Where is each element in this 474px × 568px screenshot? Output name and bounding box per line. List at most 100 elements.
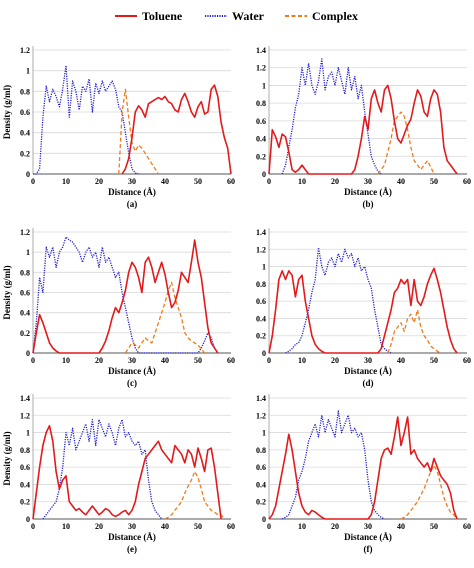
y-tick-label: 1 [26, 429, 30, 438]
series-line-toluene [32, 239, 219, 354]
x-tick-label: 50 [194, 177, 202, 186]
x-tick-label: 30 [128, 177, 136, 186]
series-line-water [32, 236, 219, 354]
x-tick-label: 50 [194, 522, 202, 531]
series-line-water [42, 418, 163, 520]
x-tick-label: 40 [161, 177, 169, 186]
chart-legend: Toluene Water Complex [115, 9, 358, 23]
y-tick-label: 0.8 [20, 268, 30, 277]
panel-label: (e) [127, 544, 137, 554]
y-tick-label: 0.2 [20, 329, 30, 338]
legend-item-toluene: Toluene [115, 9, 183, 23]
x-tick-label: 30 [364, 356, 372, 365]
y-tick-label: 1.4 [256, 394, 266, 403]
y-tick-label: 0 [262, 349, 266, 358]
x-tick-label: 0 [267, 522, 271, 531]
panel-4: 0 0.2 0.4 0.6 0.8 1 1.2 1.4 0 10 20 30 40 50 60 Distanc… [2, 394, 235, 554]
panel-label: (d) [363, 378, 374, 388]
series-line-toluene [32, 424, 222, 520]
x-axis-title: Distance (Å) [108, 366, 156, 376]
y-tick-label: 0.6 [256, 297, 266, 306]
y-tick-label: 1 [262, 263, 266, 272]
x-tick-label: 10 [298, 522, 306, 531]
x-tick-label: 50 [194, 356, 202, 365]
x-tick-label: 60 [463, 522, 471, 531]
x-tick-label: 0 [267, 356, 271, 365]
x-axis-title: Distance (Å) [344, 366, 392, 376]
legend-item-water: Water [205, 9, 265, 23]
series-line-toluene [268, 267, 458, 354]
x-tick-label: 20 [331, 177, 339, 186]
x-axis-title: Distance (Å) [108, 187, 156, 197]
legend-label-water: Water [232, 9, 265, 23]
y-tick-label: 1.2 [20, 46, 30, 55]
legend-label-toluene: Toluene [142, 9, 183, 23]
panel-0: 0 0.2 0.4 0.6 0.8 1 1.2 0 10 20 30 40 50 60 Distance (… [2, 46, 235, 209]
x-tick-label: 60 [227, 356, 235, 365]
x-tick-label: 0 [31, 177, 35, 186]
y-tick-label: 0.4 [256, 314, 266, 323]
x-tick-label: 20 [95, 522, 103, 531]
series-line-complex [377, 111, 435, 175]
x-tick-label: 10 [62, 177, 70, 186]
y-tick-label: 0.4 [20, 480, 30, 489]
series-line-toluene [268, 84, 458, 175]
y-axis-title: Density (g/ml) [2, 265, 12, 319]
y-axis-title: Density (g/ml) [2, 85, 12, 139]
x-tick-label: 10 [298, 177, 306, 186]
y-tick-label: 1 [26, 248, 30, 257]
y-tick-label: 0.2 [256, 332, 266, 341]
series-line-complex [124, 281, 206, 354]
panel-1: 0 0.2 0.4 0.6 0.8 1 1.2 1.4 0 10 20 30 40 50 60 Distanc… [256, 46, 471, 209]
y-tick-label: 0.4 [256, 480, 266, 489]
y-tick-label: 1.2 [256, 245, 266, 254]
y-tick-label: 0.6 [20, 463, 30, 472]
y-tick-label: 0.8 [256, 446, 266, 455]
y-tick-label: 1 [262, 81, 266, 90]
y-tick-label: 0.8 [20, 446, 30, 455]
x-tick-label: 40 [397, 177, 405, 186]
panel-label: (f) [364, 544, 373, 554]
y-tick-label: 1.2 [256, 64, 266, 73]
y-tick-label: 1 [262, 429, 266, 438]
x-tick-label: 30 [128, 356, 136, 365]
x-tick-label: 60 [227, 522, 235, 531]
x-tick-label: 30 [364, 177, 372, 186]
y-tick-label: 0.6 [256, 463, 266, 472]
x-tick-label: 20 [95, 177, 103, 186]
y-tick-label: 0.6 [20, 108, 30, 117]
y-tick-label: 0.2 [20, 498, 30, 507]
series-line-toluene [268, 416, 458, 520]
panel-3: 0 0.2 0.4 0.6 0.8 1 1.2 1.4 0 10 20 30 40 50 60 Distanc… [256, 228, 471, 388]
y-tick-label: 0.8 [256, 99, 266, 108]
series-line-water [281, 410, 385, 520]
x-tick-label: 10 [62, 356, 70, 365]
y-tick-label: 0.2 [256, 498, 266, 507]
y-tick-label: 1.4 [20, 394, 30, 403]
x-tick-label: 40 [397, 522, 405, 531]
series-line-complex [164, 470, 225, 520]
x-tick-label: 30 [364, 522, 372, 531]
y-tick-label: 1 [26, 67, 30, 76]
x-tick-label: 40 [161, 522, 169, 531]
y-tick-label: 0.8 [20, 87, 30, 96]
y-tick-label: 0.8 [256, 280, 266, 289]
x-tick-label: 0 [31, 356, 35, 365]
y-tick-label: 0.2 [20, 149, 30, 158]
legend-label-complex: Complex [312, 9, 358, 23]
x-tick-label: 10 [298, 356, 306, 365]
y-tick-label: 0.2 [256, 152, 266, 161]
x-tick-label: 40 [397, 356, 405, 365]
x-tick-label: 0 [267, 177, 271, 186]
y-tick-label: 0.4 [20, 129, 30, 138]
x-tick-label: 40 [161, 356, 169, 365]
series-line-complex [118, 88, 159, 175]
y-axis-title: Density (g/ml) [2, 431, 12, 485]
y-tick-label: 1.2 [20, 411, 30, 420]
y-tick-label: 0.6 [256, 117, 266, 126]
x-tick-label: 20 [331, 522, 339, 531]
series-line-water [281, 58, 382, 175]
x-tick-label: 20 [331, 356, 339, 365]
x-tick-label: 50 [430, 177, 438, 186]
x-tick-label: 50 [430, 356, 438, 365]
